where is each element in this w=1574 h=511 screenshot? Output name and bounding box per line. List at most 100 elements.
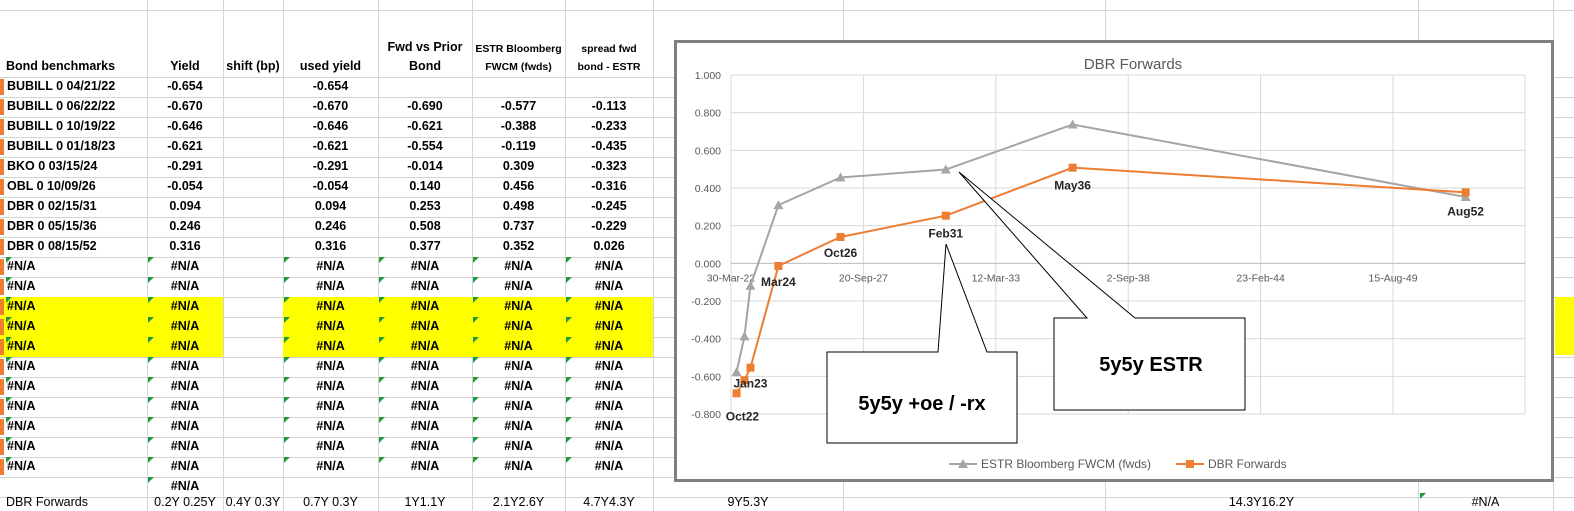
table-cell: #N/A — [410, 399, 440, 413]
data-label: Oct22 — [726, 409, 760, 423]
gridline-vertical — [147, 0, 148, 511]
error-indicator — [148, 257, 154, 263]
highlight-band — [0, 297, 223, 317]
table-cell: -0.435 — [591, 139, 627, 153]
table-cell: #N/A — [7, 459, 36, 473]
gridline-vertical — [223, 0, 224, 511]
table-cell: #N/A — [316, 359, 345, 373]
error-indicator — [566, 317, 572, 323]
table-cell: -0.229 — [591, 219, 627, 233]
x-tick-label: 2-Sep-38 — [1107, 272, 1150, 284]
error-indicator — [566, 277, 572, 283]
chart-panel[interactable]: DBR Forwards 1.000 0.800 0.600 0.400 0.200 0.0… — [674, 40, 1554, 482]
error-indicator — [284, 397, 290, 403]
table-cell: 0.140 — [409, 179, 441, 193]
data-point-square — [941, 211, 950, 220]
bottom-row-cell: 0.4Y 0.3Y — [225, 495, 281, 509]
data-point-triangle — [1067, 119, 1078, 129]
table-cell: #N/A — [170, 439, 200, 453]
table-cell: -0.119 — [501, 139, 536, 153]
y-tick-label: -0.600 — [691, 371, 721, 383]
table-cell: -0.113 — [591, 99, 627, 113]
bottom-row-cell: #N/A — [1471, 495, 1500, 509]
x-tick-label: 20-Sep-27 — [839, 272, 888, 284]
error-indicator — [473, 377, 479, 383]
y-tick-label: 0.800 — [695, 108, 721, 120]
table-cell: #N/A — [7, 279, 36, 293]
table-cell: #N/A — [410, 459, 440, 473]
gridline-vertical — [565, 0, 566, 511]
table-cell: #N/A — [594, 459, 624, 473]
row-marker — [0, 79, 4, 95]
error-indicator — [6, 377, 12, 383]
table-cell: 0.246 — [314, 219, 347, 233]
table-cell: #N/A — [316, 379, 345, 393]
table-cell: -0.291 — [167, 159, 203, 173]
row-marker — [0, 179, 4, 195]
data-point-triangle — [739, 331, 750, 341]
table-cell: #N/A — [316, 319, 345, 333]
table-cell: BKO 0 03/15/24 — [7, 159, 98, 173]
error-indicator — [379, 417, 385, 423]
table-cell: BUBILL 0 06/22/22 — [7, 99, 116, 113]
table-cell: #N/A — [504, 259, 533, 273]
bottom-row-cell: 2.1Y2.6Y — [492, 495, 545, 509]
row-marker — [0, 339, 4, 355]
error-indicator — [284, 377, 290, 383]
highlight-band — [0, 337, 223, 357]
table-cell: 0.498 — [502, 199, 535, 213]
table-cell: 0.094 — [314, 199, 347, 213]
error-indicator — [148, 337, 154, 343]
data-label: May36 — [1054, 179, 1091, 193]
table-cell: #N/A — [504, 339, 533, 353]
data-point-triangle — [773, 200, 784, 210]
table-cell: #N/A — [410, 419, 440, 433]
table-cell: #N/A — [594, 279, 624, 293]
table-cell: 0.456 — [502, 179, 535, 193]
table-cell: #N/A — [504, 319, 533, 333]
table-cell: #N/A — [504, 399, 533, 413]
highlight-band — [283, 317, 653, 337]
data-point-triangle — [835, 172, 846, 182]
table-cell: -0.054 — [312, 179, 349, 193]
column-header: ESTR Bloomberg — [475, 43, 562, 55]
table-cell: DBR 0 08/15/52 — [7, 239, 97, 253]
highlight-band — [283, 297, 653, 317]
row-marker — [0, 399, 4, 415]
error-indicator — [148, 397, 154, 403]
error-indicator — [473, 397, 479, 403]
table-cell: -0.646 — [167, 119, 203, 133]
table-cell: BUBILL 0 01/18/23 — [7, 139, 116, 153]
table-cell: 0.026 — [593, 239, 625, 253]
error-indicator — [148, 297, 154, 303]
error-indicator — [1420, 493, 1426, 499]
table-cell: #N/A — [7, 259, 36, 273]
data-label: Oct26 — [824, 246, 858, 260]
table-cell: #N/A — [7, 319, 36, 333]
table-cell: #N/A — [594, 299, 624, 313]
legend-swatch-marker — [958, 459, 968, 468]
table-cell: #N/A — [7, 359, 36, 373]
table-cell: 0.253 — [409, 199, 441, 213]
row-marker — [0, 119, 4, 135]
data-label: Feb31 — [928, 227, 963, 241]
error-indicator — [6, 297, 12, 303]
table-cell: #N/A — [316, 419, 345, 433]
table-cell: #N/A — [594, 259, 624, 273]
data-point-square — [740, 376, 749, 385]
error-indicator — [473, 437, 479, 443]
table-cell: #N/A — [7, 419, 36, 433]
column-header: Fwd vs Prior — [387, 40, 463, 54]
error-indicator — [473, 337, 479, 343]
callout-text: 5y5y ESTR — [1099, 354, 1203, 376]
error-indicator — [148, 277, 154, 283]
table-cell: -0.654 — [312, 79, 349, 93]
error-indicator — [6, 457, 12, 463]
x-tick-label: 12-Mar-33 — [972, 272, 1021, 284]
error-indicator — [473, 257, 479, 263]
column-header: bond - ESTR — [577, 61, 641, 73]
error-indicator — [148, 317, 154, 323]
error-indicator — [6, 277, 12, 283]
error-indicator — [6, 337, 12, 343]
chart-svg: DBR Forwards 1.000 0.800 0.600 0.400 0.200 0.0… — [691, 56, 1526, 471]
